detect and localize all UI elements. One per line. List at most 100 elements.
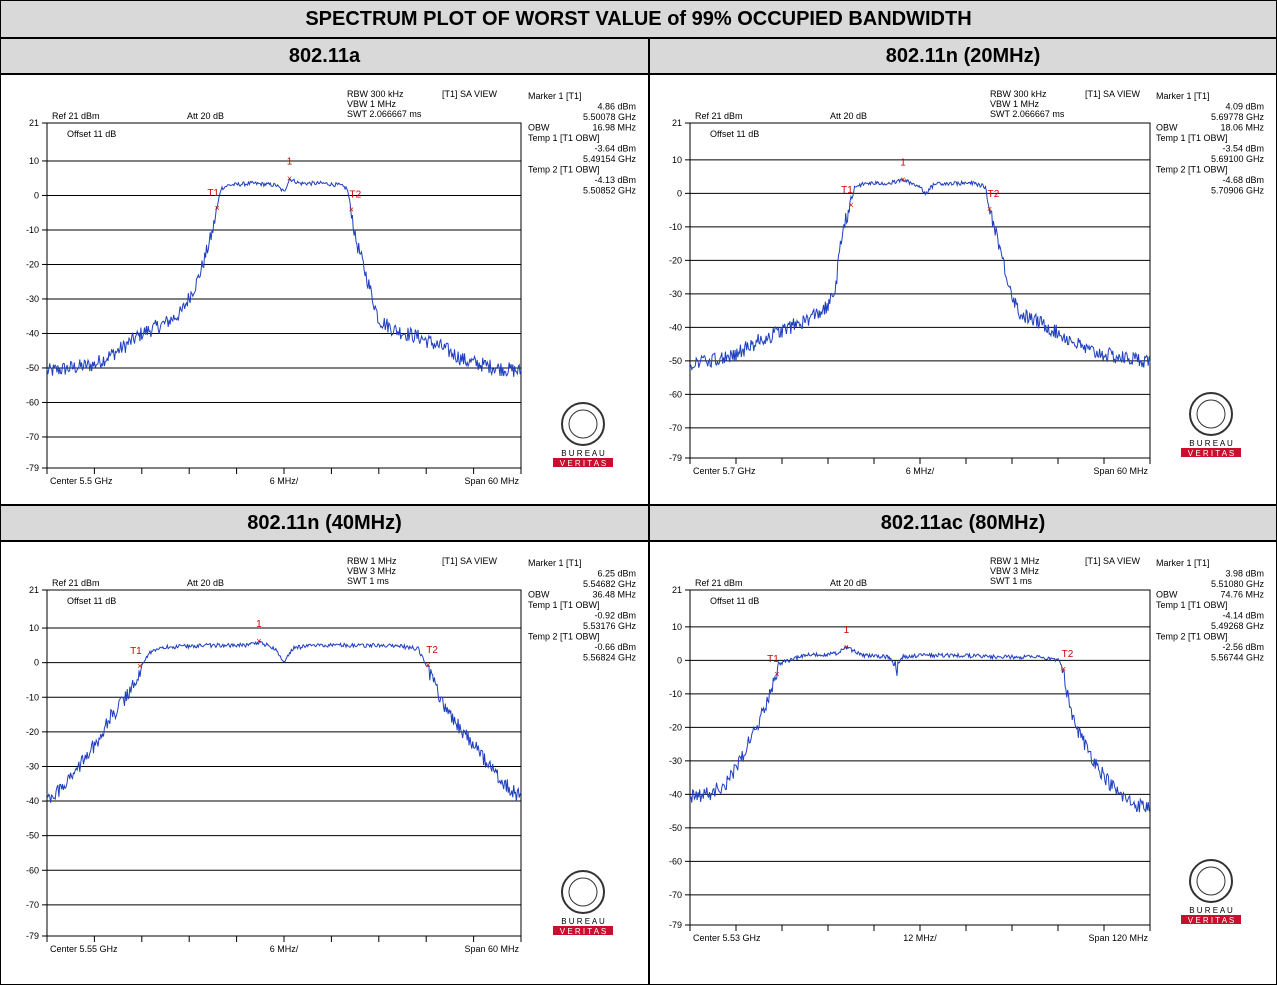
view-label: [T1] SA VIEW — [442, 556, 498, 566]
y-tick-label: -79 — [26, 931, 39, 941]
marker-point: × — [349, 205, 354, 215]
marker-info-value: 6.25 dBm — [597, 569, 636, 579]
y-tick-label: 10 — [29, 623, 39, 633]
marker-info-value: 5.53176 GHz — [583, 621, 637, 631]
y-tick-label: -10 — [26, 692, 39, 702]
marker-point: × — [900, 175, 905, 185]
y-tick-label: 21 — [672, 585, 682, 595]
y-tick-label: -70 — [669, 890, 682, 900]
marker-point: × — [256, 636, 261, 646]
x-span-label: Span 60 MHz — [464, 476, 519, 486]
marker-info-value: 5.51080 GHz — [1211, 579, 1265, 589]
marker-info-label: OBW — [528, 123, 550, 133]
x-span-label: Span 60 MHz — [464, 944, 519, 954]
y-tick-label: -50 — [669, 356, 682, 366]
y-tick-label: -50 — [26, 831, 39, 841]
x-division-label: 12 MHz/ — [903, 933, 937, 943]
marker-point: × — [425, 660, 430, 670]
marker-label: T2 — [1062, 649, 1074, 660]
y-tick-label: -40 — [26, 328, 39, 338]
x-center-label: Center 5.7 GHz — [693, 466, 756, 476]
marker-info-label: OBW — [1156, 590, 1178, 600]
y-tick-label: -70 — [26, 900, 39, 910]
plot-frame — [46, 122, 522, 469]
panel-title-1: 802.11a — [1, 39, 648, 75]
y-tick-label: -20 — [669, 255, 682, 265]
swt-label: SWT 2.066667 ms — [347, 109, 422, 119]
panel-title-3: 802.11n (40MHz) — [1, 506, 648, 542]
marker-point: × — [215, 203, 220, 213]
logo-seal-inner — [1196, 866, 1226, 896]
marker-label: T2 — [349, 190, 361, 201]
y-tick-label: -30 — [669, 289, 682, 299]
view-label: [T1] SA VIEW — [442, 89, 498, 99]
marker-point: × — [987, 204, 992, 214]
plot-frame — [689, 122, 1151, 459]
offset-label: Offset 11 dB — [710, 129, 759, 139]
marker-info-value: 74.76 MHz — [1220, 590, 1264, 600]
marker-point: × — [137, 661, 142, 671]
marker-label: 1 — [844, 625, 850, 636]
marker-info-value: 36.48 MHz — [592, 590, 636, 600]
offset-label: Offset 11 dB — [67, 129, 116, 139]
marker-info-value: -4.14 dBm — [1222, 611, 1264, 621]
marker-info-label: Marker 1 [T1] — [1156, 91, 1210, 101]
marker-point: × — [774, 669, 779, 679]
view-label: [T1] SA VIEW — [1085, 89, 1141, 99]
marker-info-label: Marker 1 [T1] — [528, 558, 582, 568]
marker-info-value: 4.86 dBm — [597, 102, 636, 112]
y-tick-label: -50 — [26, 363, 39, 373]
spectrum-panel-2: RBW 300 kHz VBW 1 MHz SWT 2.066667 ms [T1] … — [650, 75, 1276, 504]
logo-seal-inner — [568, 877, 598, 907]
attenuation-label: Att 20 dB — [187, 111, 224, 121]
marker-info-label: Temp 1 [T1 OBW] — [528, 600, 600, 610]
plot-frame — [46, 589, 522, 937]
marker-info-value: 5.49268 GHz — [1211, 621, 1265, 631]
y-tick-label: 0 — [677, 655, 682, 665]
marker-info-label: Marker 1 [T1] — [1156, 558, 1210, 568]
y-tick-label: 21 — [29, 118, 39, 128]
column-divider — [648, 39, 650, 984]
x-division-label: 6 MHz/ — [906, 466, 935, 476]
x-span-label: Span 120 MHz — [1088, 933, 1148, 943]
logo-seal — [561, 870, 605, 914]
y-tick-label: -30 — [26, 761, 39, 771]
x-division-label: 6 MHz/ — [270, 476, 299, 486]
logo-seal-inner — [1196, 399, 1226, 429]
marker-info-value: 16.98 MHz — [592, 123, 636, 133]
y-tick-label: -30 — [669, 756, 682, 766]
y-tick-label: -10 — [669, 689, 682, 699]
plot-frame — [689, 589, 1151, 926]
panel-title-4: 802.11ac (80MHz) — [650, 506, 1276, 542]
marker-info-value: 5.69778 GHz — [1211, 112, 1265, 122]
logo-band — [1181, 915, 1241, 924]
logo-text-top: B U R E A U — [1189, 439, 1233, 448]
marker-info-label: OBW — [1156, 123, 1178, 133]
logo-text-bottom: V E R I T A S — [560, 459, 606, 468]
marker-info-label: Marker 1 [T1] — [528, 91, 582, 101]
y-tick-label: -20 — [26, 727, 39, 737]
marker-point: × — [287, 174, 292, 184]
y-tick-label: -10 — [669, 222, 682, 232]
x-center-label: Center 5.5 GHz — [50, 476, 113, 486]
logo-text-bottom: V E R I T A S — [1188, 449, 1234, 458]
spectrum-panel-4: RBW 1 MHz VBW 3 MHz SWT 1 ms [T1] SA VIEW Re… — [650, 542, 1276, 984]
marker-info-label: Temp 1 [T1 OBW] — [1156, 600, 1228, 610]
marker-info-label: Temp 1 [T1 OBW] — [1156, 133, 1228, 143]
y-tick-label: -70 — [26, 432, 39, 442]
row-divider — [1, 504, 1276, 506]
x-division-label: 6 MHz/ — [270, 944, 299, 954]
rbw-label: RBW 1 MHz — [990, 556, 1040, 566]
spectrum-trace — [689, 645, 1151, 813]
marker-info-value: -2.56 dBm — [1222, 642, 1264, 652]
marker-label: T2 — [988, 189, 1000, 200]
x-center-label: Center 5.53 GHz — [693, 933, 761, 943]
marker-info-value: -0.66 dBm — [594, 642, 636, 652]
logo-text-top: B U R E A U — [1189, 906, 1233, 915]
logo-text-top: B U R E A U — [561, 917, 605, 926]
logo-seal — [1189, 859, 1233, 903]
